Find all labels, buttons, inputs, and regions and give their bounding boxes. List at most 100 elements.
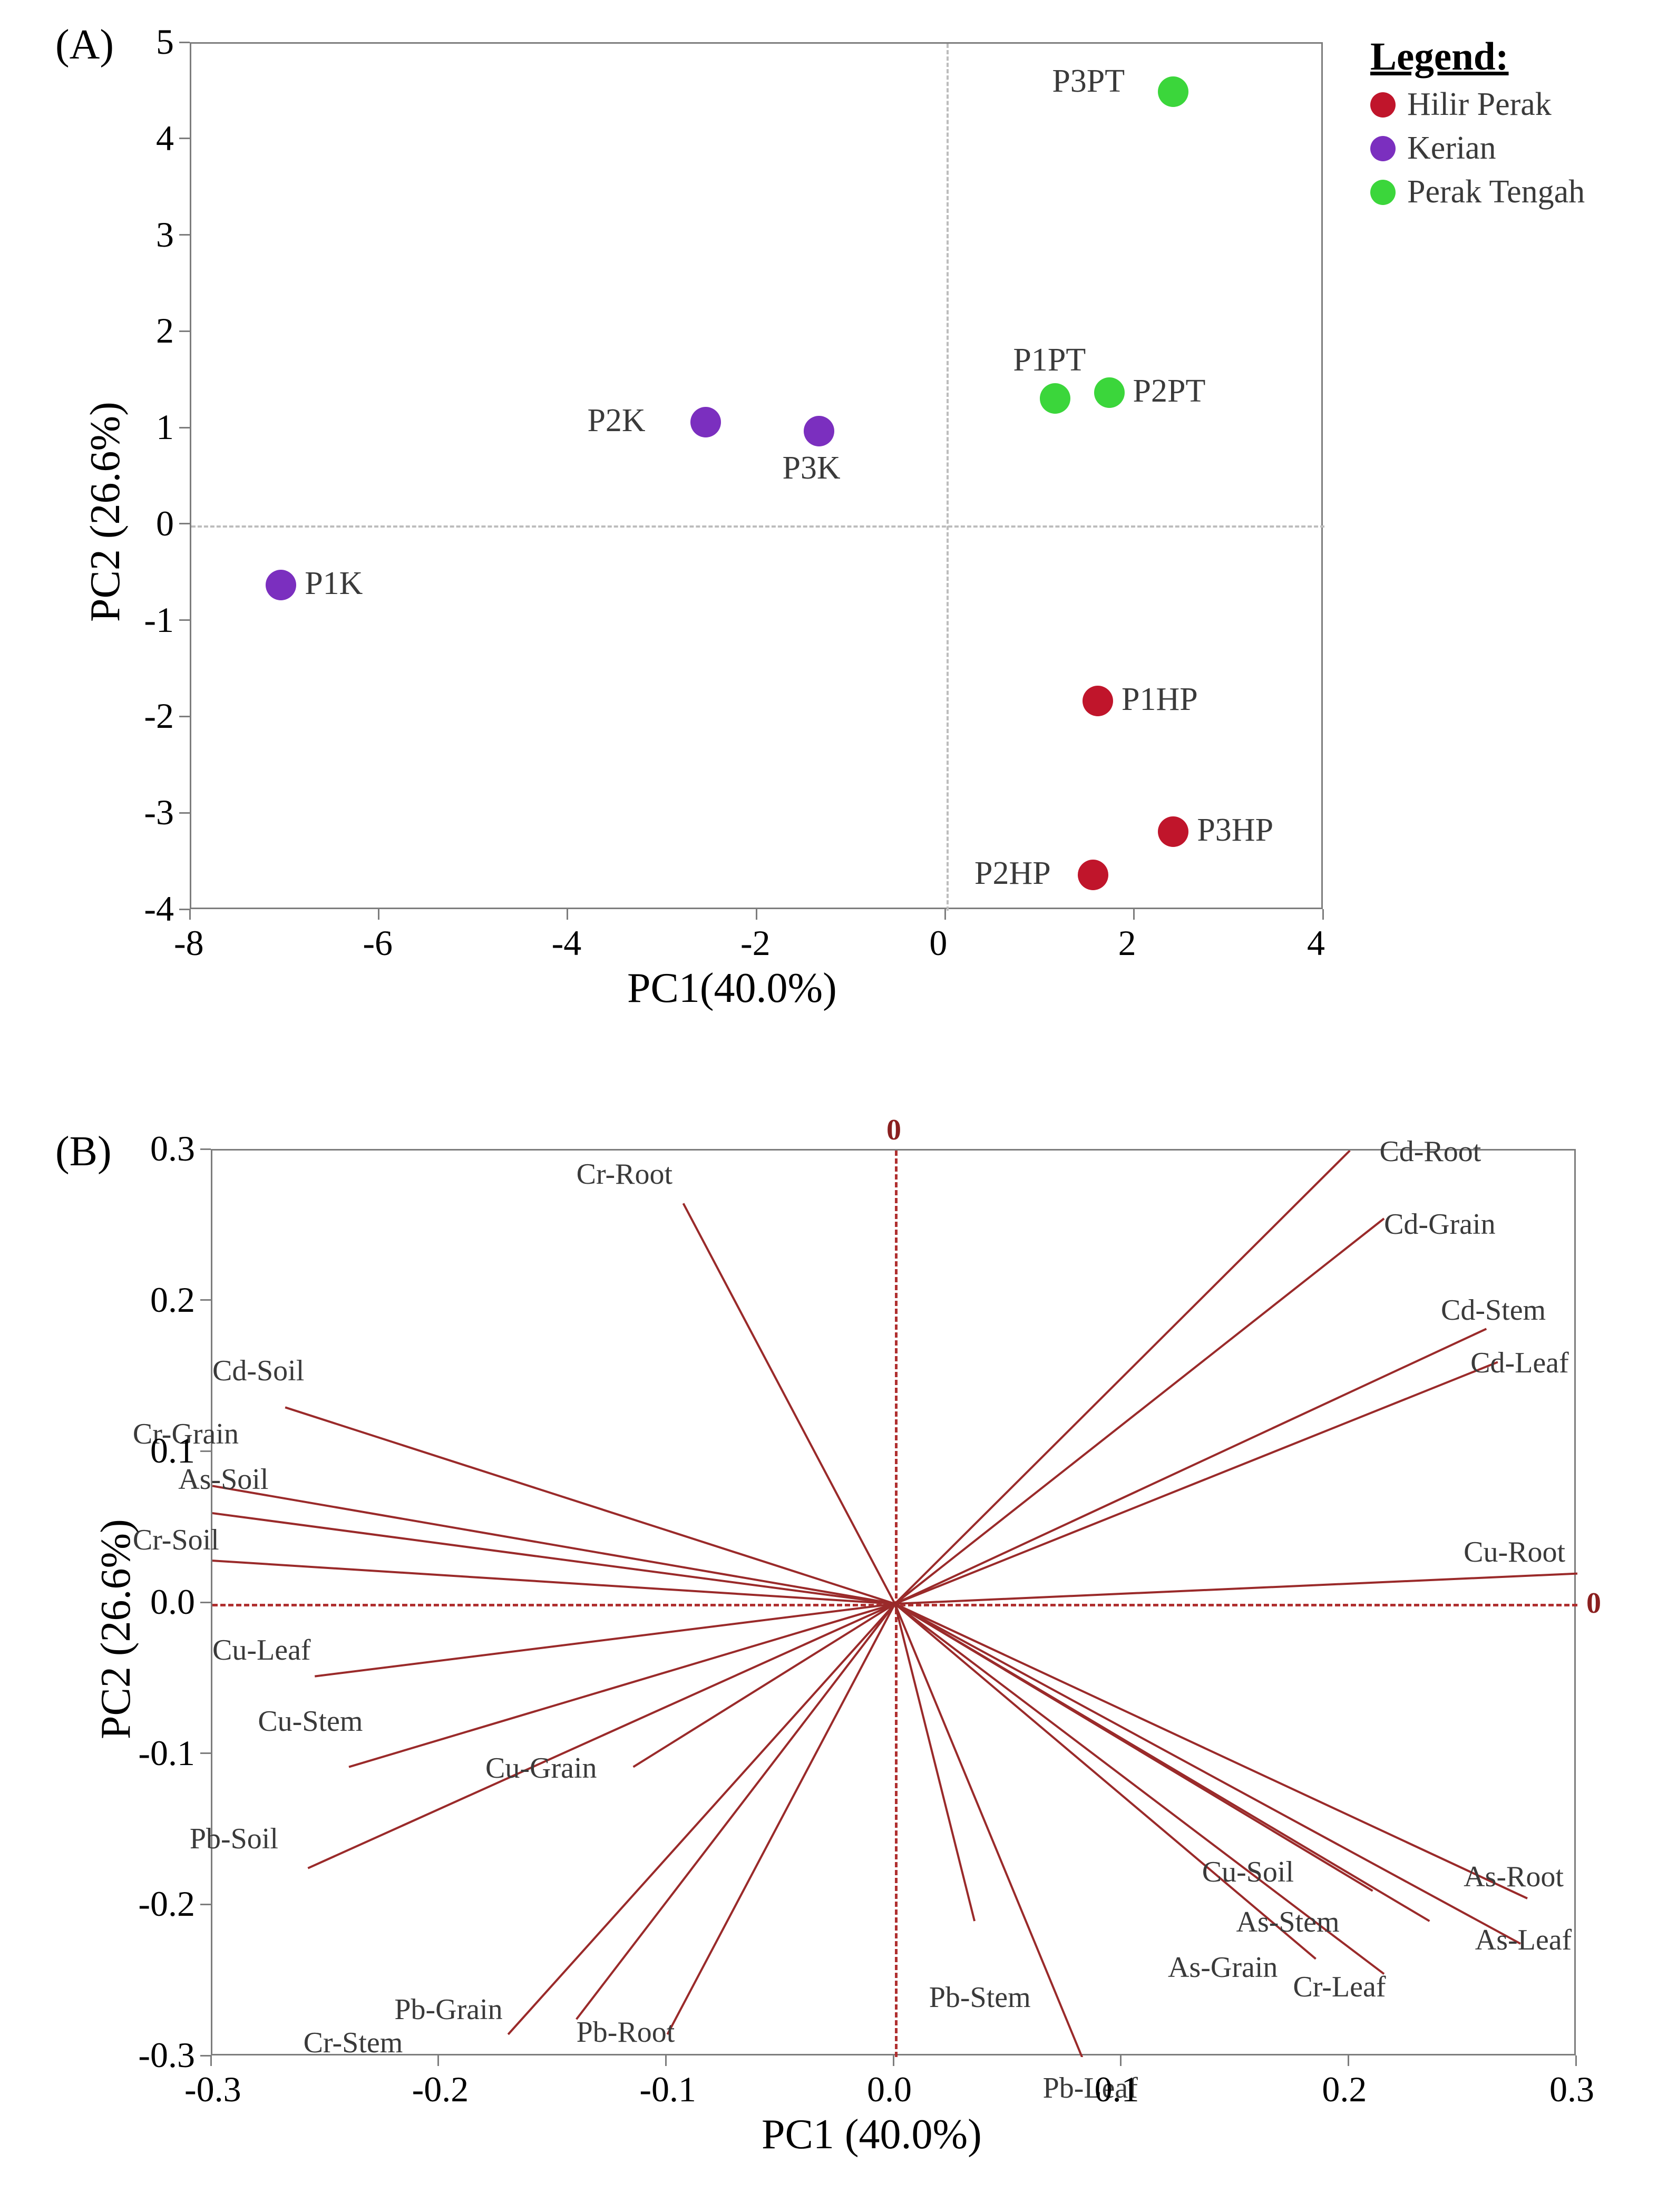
y-tick-label: 0.2 xyxy=(150,1279,195,1321)
panel-b-letter: (B) xyxy=(55,1128,112,1176)
loading-vector xyxy=(895,1604,974,1921)
legend-item-kerian: Kerian xyxy=(1370,130,1585,167)
panel-a-xlabel: PC1(40.0%) xyxy=(627,964,837,1012)
scatter-point xyxy=(690,407,721,437)
x-tick xyxy=(1348,2055,1349,2066)
figure-page: (A) P1KP2KP3KP1PTP2PTP3PTP1HPP2HPP3HP PC… xyxy=(0,0,1677,2212)
y-tick xyxy=(179,138,190,139)
y-tick-label: -0.2 xyxy=(138,1883,195,1925)
scatter-point-label: P1K xyxy=(305,565,363,602)
x-tick xyxy=(1120,2055,1122,2066)
y-tick xyxy=(179,234,190,236)
loading-vector xyxy=(285,1407,895,1604)
scatter-point xyxy=(804,416,834,446)
legend-item-perak-tengah: Perak Tengah xyxy=(1370,173,1585,211)
loading-vector-label: Cu-Stem xyxy=(258,1704,363,1738)
x-tick xyxy=(189,909,191,920)
scatter-point-label: P1HP xyxy=(1122,681,1198,718)
x-tick-label: 2 xyxy=(1118,922,1136,964)
loading-vector-label: As-Stem xyxy=(1236,1905,1340,1939)
y-tick xyxy=(200,1450,211,1452)
scatter-point xyxy=(1158,816,1188,847)
x-tick xyxy=(1322,909,1324,920)
loading-vector xyxy=(577,1604,895,2019)
y-tick-label: -3 xyxy=(144,792,174,833)
loading-vector-label: As-Leaf xyxy=(1475,1923,1572,1957)
y-tick-label: -1 xyxy=(144,599,174,641)
x-tick xyxy=(756,909,757,920)
loading-vector-label: Pb-Root xyxy=(577,2015,675,2049)
panel-b-xlabel: PC1 (40.0%) xyxy=(762,2111,982,2159)
scatter-point xyxy=(1083,686,1113,716)
panel-b-vectors-svg xyxy=(212,1151,1577,2057)
panel-a-chart: P1KP2KP3KP1PTP2PTP3PTP1HPP2HPP3HP xyxy=(190,42,1323,909)
scatter-point-label: P2HP xyxy=(974,855,1051,892)
scatter-point xyxy=(1078,860,1108,890)
loading-vector xyxy=(895,1362,1498,1604)
loading-vector-label: Cd-Stem xyxy=(1441,1293,1546,1327)
y-tick xyxy=(200,1602,211,1603)
loading-vector-label: Cd-Grain xyxy=(1384,1207,1496,1241)
loading-vector-label: Cr-Soil xyxy=(133,1523,219,1557)
loading-vector-label: Cu-Soil xyxy=(1202,1855,1294,1889)
panel-b-zero-marker-right: 0 xyxy=(1586,1586,1601,1620)
panel-a-letter: (A) xyxy=(55,21,114,69)
loading-vector xyxy=(684,1203,895,1604)
legend-dot-icon xyxy=(1370,180,1396,205)
y-tick-label: -0.1 xyxy=(138,1732,195,1774)
loading-vector xyxy=(633,1604,895,1767)
loading-vector xyxy=(895,1604,1429,1921)
y-tick-label: 4 xyxy=(156,118,174,159)
y-tick xyxy=(179,523,190,524)
panel-b-zero-marker-top: 0 xyxy=(886,1113,901,1147)
loading-vector xyxy=(895,1604,1520,1944)
x-tick-label: 0.2 xyxy=(1322,2069,1367,2110)
y-tick-label: 0.0 xyxy=(150,1581,195,1623)
panel-a-zero-x-gridline xyxy=(947,44,949,911)
x-tick-label: -4 xyxy=(552,922,582,964)
x-tick xyxy=(1133,909,1135,920)
x-tick xyxy=(1575,2055,1577,2066)
loading-vector-label: As-Root xyxy=(1464,1860,1564,1894)
x-tick-label: -2 xyxy=(740,922,771,964)
loading-vector xyxy=(895,1151,1350,1604)
x-tick-label: 4 xyxy=(1307,922,1325,964)
y-tick-label: -2 xyxy=(144,695,174,737)
y-tick xyxy=(179,909,190,910)
scatter-point xyxy=(1158,76,1188,107)
scatter-point-label: P2PT xyxy=(1133,373,1206,410)
y-tick-label: -4 xyxy=(144,888,174,930)
legend-label: Hilir Perak xyxy=(1407,86,1552,123)
legend-item-hilir-perak: Hilir Perak xyxy=(1370,86,1585,123)
x-tick-label: -0.1 xyxy=(639,2069,696,2110)
y-tick xyxy=(179,619,190,621)
y-tick xyxy=(179,42,190,43)
legend-dot-icon xyxy=(1370,136,1396,161)
x-tick-label: -6 xyxy=(363,922,393,964)
loading-vector-label: Cr-Leaf xyxy=(1293,1970,1386,2004)
loading-vector xyxy=(349,1604,895,1767)
loading-vector-label: Cr-Root xyxy=(577,1157,672,1191)
legend-title: Legend: xyxy=(1370,34,1585,80)
y-tick-label: 3 xyxy=(156,214,174,256)
scatter-point-label: P2K xyxy=(587,402,645,440)
y-tick xyxy=(200,1299,211,1301)
y-tick xyxy=(179,716,190,717)
x-tick xyxy=(665,2055,667,2066)
scatter-point-label: P3PT xyxy=(1052,63,1125,100)
x-tick-label: 0.0 xyxy=(867,2069,912,2110)
x-tick xyxy=(567,909,568,920)
loading-vector-label: Pb-Stem xyxy=(929,1981,1031,2014)
y-tick-label: 0.3 xyxy=(150,1128,195,1170)
loading-vector-label: Cd-Root xyxy=(1379,1135,1481,1168)
scatter-point xyxy=(1094,377,1125,408)
panel-a-zero-y-gridline xyxy=(191,525,1324,528)
y-tick-label: 5 xyxy=(156,21,174,63)
loading-vector xyxy=(315,1604,895,1677)
loading-vector-label: Cu-Grain xyxy=(485,1751,597,1785)
y-tick-label: 1 xyxy=(156,406,174,448)
x-tick xyxy=(437,2055,439,2066)
x-tick-label: 0 xyxy=(929,922,947,964)
loading-vector-label: Cr-Stem xyxy=(304,2026,403,2060)
legend-label: Kerian xyxy=(1407,130,1496,167)
